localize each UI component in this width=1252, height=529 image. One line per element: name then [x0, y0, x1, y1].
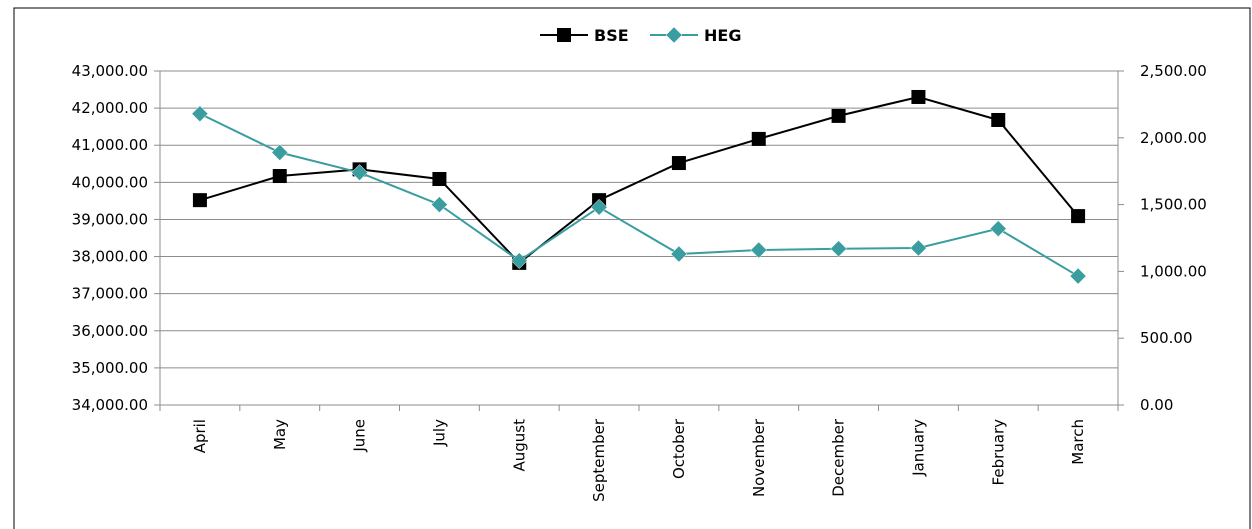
y-tick-label: 43,000.00 — [72, 62, 148, 80]
y2-tick-label: 1,000.00 — [1140, 262, 1207, 280]
legend-marker — [557, 28, 571, 42]
x-tick-label: May — [271, 419, 289, 450]
x-tick-label: October — [670, 418, 688, 479]
x-tick-label: August — [510, 419, 528, 472]
y-tick-label: 42,000.00 — [72, 99, 148, 117]
series-line — [199, 112, 1079, 277]
y2-tick-label: 2,000.00 — [1140, 129, 1207, 147]
legend-label: HEG — [704, 26, 741, 45]
data-point — [351, 164, 368, 181]
x-tick-label: December — [830, 418, 848, 497]
data-point — [272, 169, 287, 184]
frame — [13, 7, 1251, 529]
data-point — [1069, 267, 1087, 285]
y-tick-label: 39,000.00 — [72, 210, 148, 228]
x-tick-label: July — [430, 419, 448, 447]
x-tick-label: September — [590, 418, 608, 502]
y-tick-label: 36,000.00 — [72, 322, 148, 340]
y2-tick-label: 0.00 — [1140, 396, 1173, 414]
x-tick-label: April — [191, 419, 209, 453]
y-tick-label: 41,000.00 — [72, 136, 148, 154]
legend-label: BSE — [594, 26, 629, 45]
data-point — [830, 240, 847, 258]
y2-tick-label: 500.00 — [1140, 329, 1193, 347]
y2-tick-label: 2,500.00 — [1140, 62, 1207, 80]
x-tick-label: March — [1069, 419, 1087, 465]
x-tick-label: February — [989, 419, 1007, 486]
x-tick-label: June — [351, 419, 369, 453]
x-tick-label: November — [750, 418, 768, 497]
data-point — [431, 196, 448, 213]
y-tick-label: 37,000.00 — [72, 285, 148, 303]
data-point — [989, 220, 1007, 238]
y-tick-label: 40,000.00 — [72, 173, 148, 191]
y2-tick-label: 1,500.00 — [1140, 196, 1207, 214]
legend-marker — [665, 26, 683, 44]
data-point — [991, 112, 1006, 127]
data-point — [510, 252, 528, 270]
data-point — [750, 241, 768, 259]
series-line — [199, 95, 1079, 265]
data-point — [911, 89, 926, 104]
data-point — [590, 198, 608, 216]
x-tick-label: January — [909, 419, 927, 477]
data-point — [192, 193, 207, 208]
y-tick-label: 35,000.00 — [72, 359, 148, 377]
data-point — [432, 171, 447, 186]
data-point — [271, 144, 289, 161]
y-tick-label: 34,000.00 — [72, 396, 148, 414]
data-point — [831, 108, 846, 123]
data-point — [910, 239, 927, 257]
y-tick-label: 38,000.00 — [72, 248, 148, 266]
data-point — [1071, 209, 1086, 224]
data-point — [751, 131, 766, 146]
data-point — [671, 156, 686, 171]
data-point — [191, 105, 209, 123]
data-point — [670, 245, 688, 263]
